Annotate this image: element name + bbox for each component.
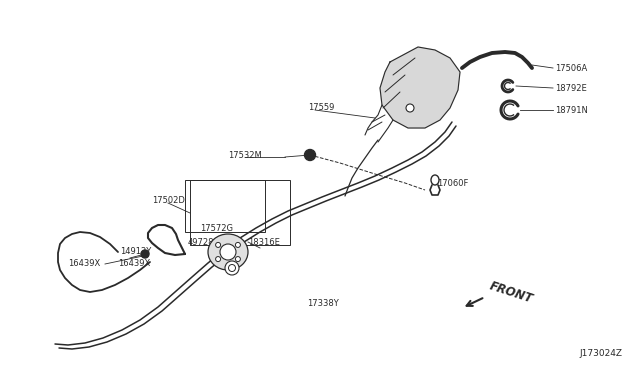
Circle shape — [305, 150, 316, 160]
Text: 17572G: 17572G — [200, 224, 233, 232]
Text: 16439X: 16439X — [68, 259, 100, 267]
Ellipse shape — [208, 234, 248, 270]
Text: 14912Y: 14912Y — [120, 247, 151, 257]
Text: 18316E: 18316E — [248, 237, 280, 247]
Circle shape — [236, 243, 241, 247]
Text: J173024Z: J173024Z — [579, 349, 622, 358]
Text: FRONT: FRONT — [488, 280, 534, 306]
Circle shape — [406, 104, 414, 112]
Circle shape — [225, 261, 239, 275]
Text: 16439X: 16439X — [118, 259, 150, 267]
Text: 17338Y: 17338Y — [307, 298, 339, 308]
Ellipse shape — [431, 175, 439, 185]
Text: 17060F: 17060F — [437, 179, 468, 187]
Circle shape — [236, 257, 241, 262]
Text: 49728X: 49728X — [188, 237, 220, 247]
Bar — [185, 180, 265, 232]
Circle shape — [220, 244, 236, 260]
Circle shape — [141, 250, 149, 258]
Text: 17506A: 17506A — [555, 64, 588, 73]
Text: 17502D: 17502D — [152, 196, 185, 205]
Text: 18792E: 18792E — [555, 83, 587, 93]
Circle shape — [216, 257, 221, 262]
Circle shape — [216, 243, 221, 247]
Bar — [190, 180, 290, 245]
Circle shape — [228, 264, 236, 272]
Text: 17559: 17559 — [308, 103, 334, 112]
Text: 17532M: 17532M — [228, 151, 262, 160]
Text: 18791N: 18791N — [555, 106, 588, 115]
Polygon shape — [380, 47, 460, 128]
